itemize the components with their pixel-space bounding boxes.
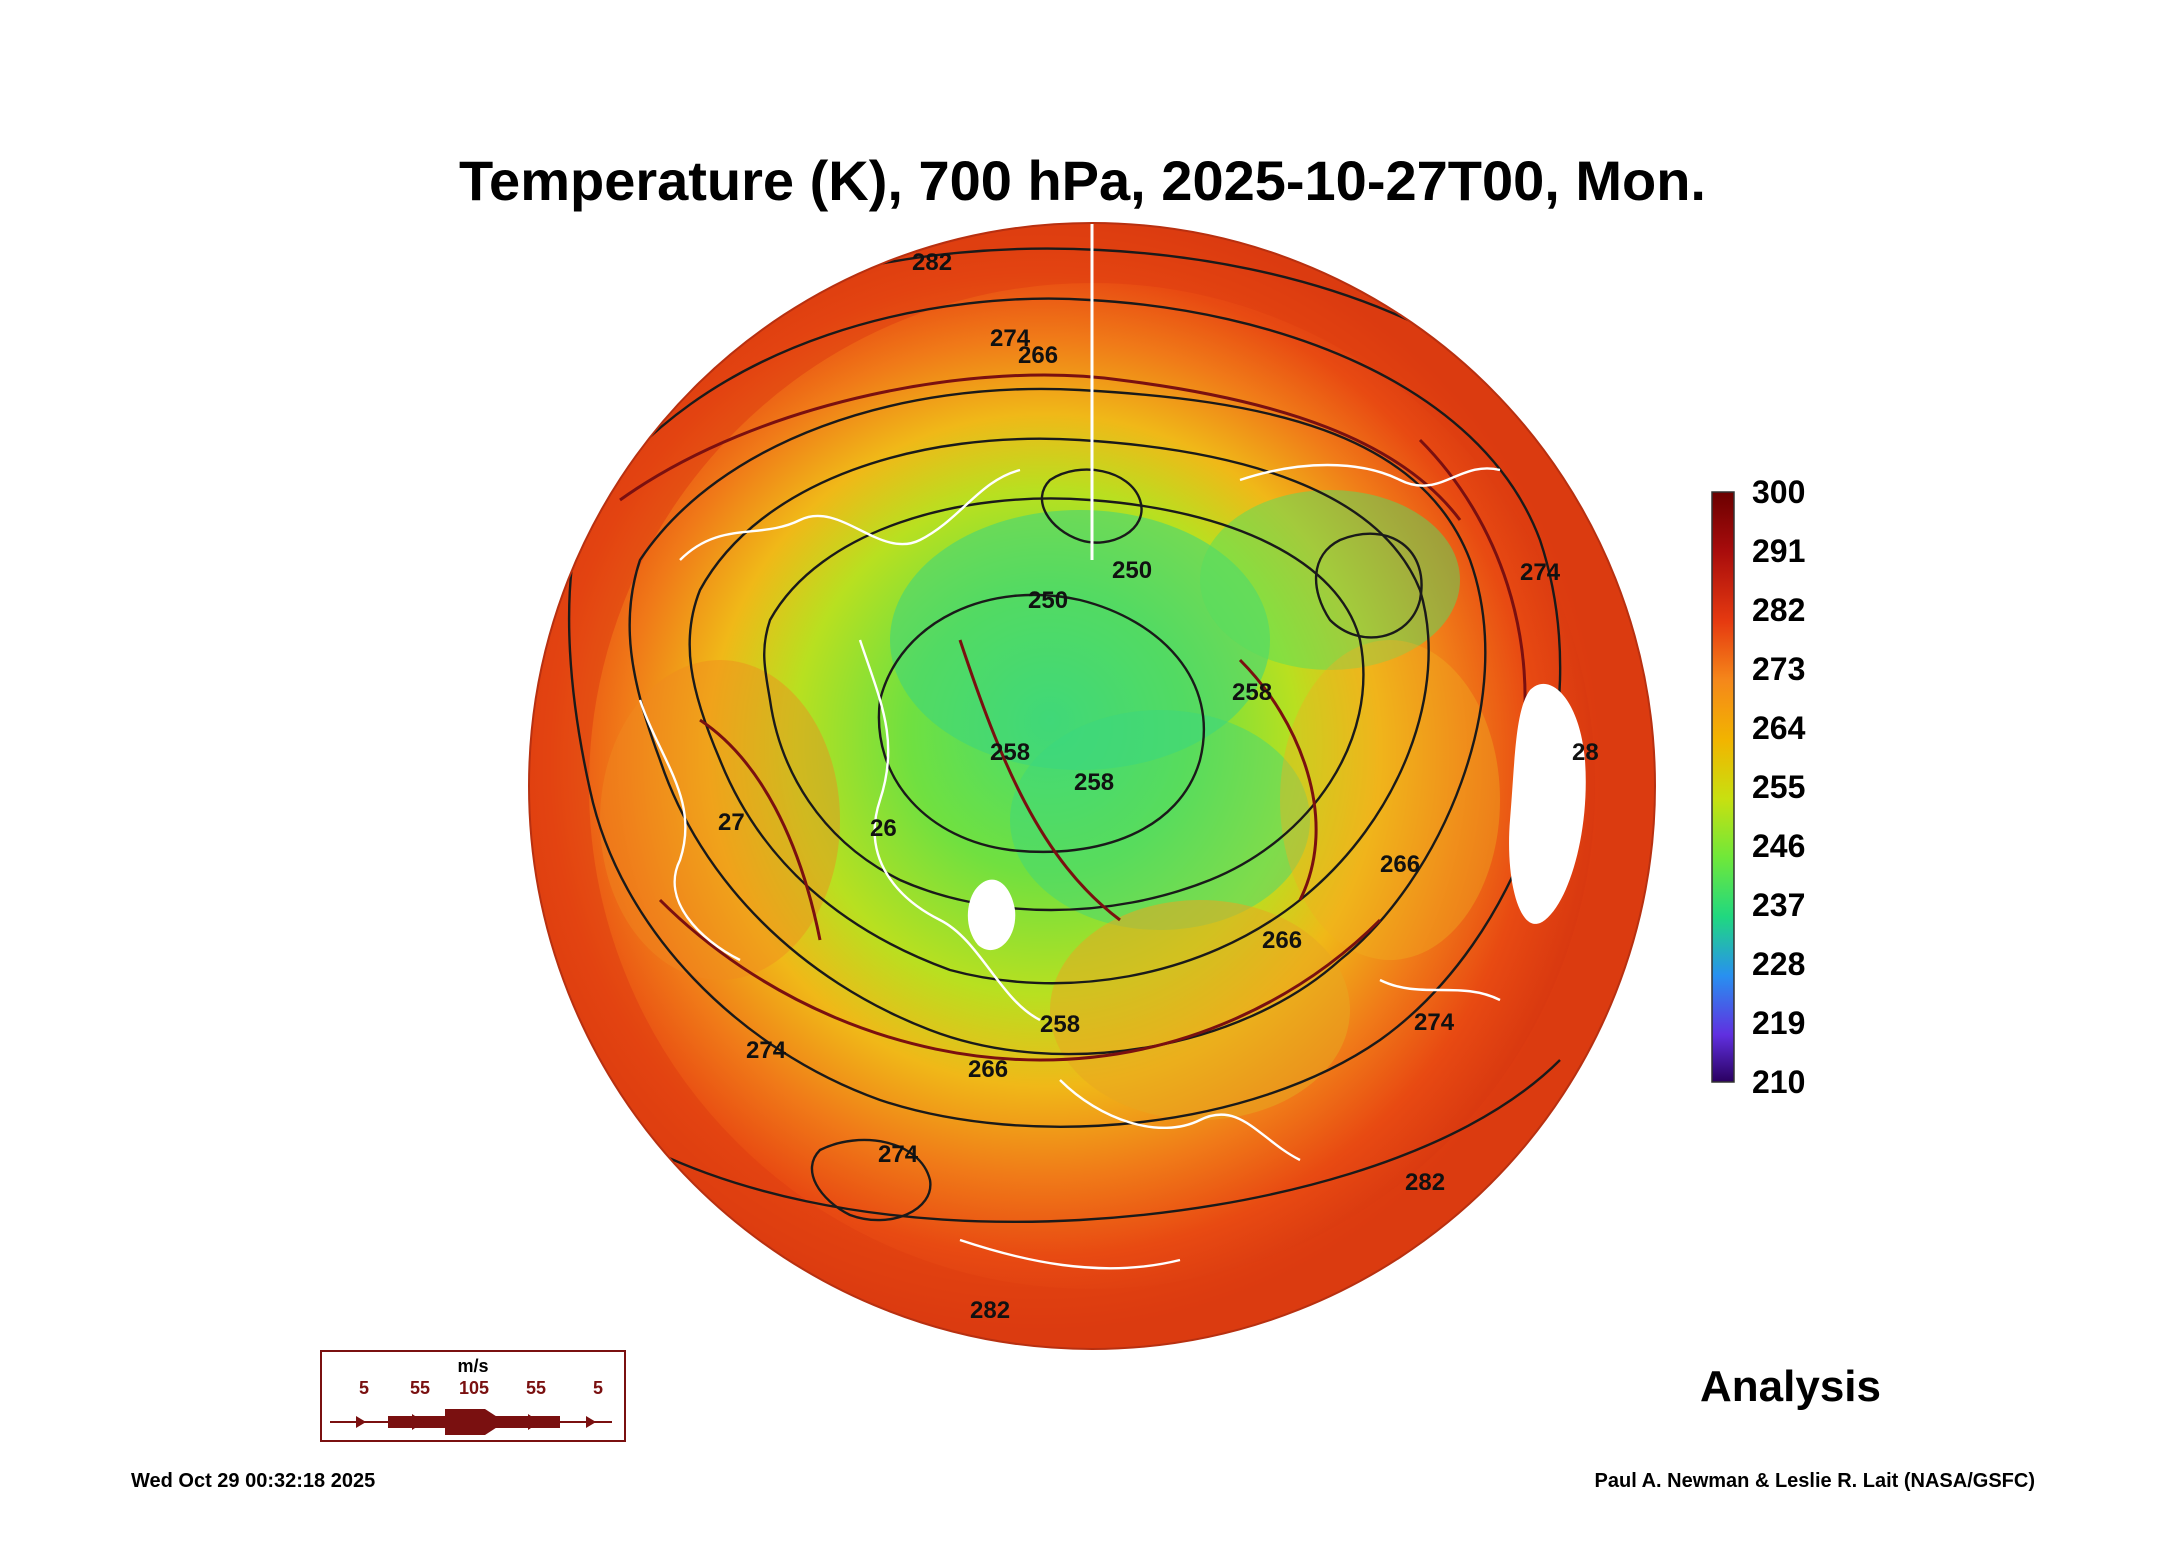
streamline <box>958 639 1121 922</box>
wind-legend-unit: m/s <box>457 1356 489 1376</box>
coastline <box>858 639 1041 1022</box>
streamline <box>658 898 1382 1062</box>
contour-label: 266 <box>1018 342 1058 369</box>
contour-label: 274 <box>1520 559 1561 586</box>
analysis-label: Analysis <box>1700 1362 1881 1411</box>
colorbar-tick: 237 <box>1752 887 1806 923</box>
wind-legend: m/s 5 55 105 55 5 <box>320 1350 626 1442</box>
colorbar-tick: 210 <box>1752 1064 1806 1100</box>
contour-label-group: 282 274 266 250 250 258 258 258 266 266 … <box>718 249 1599 1324</box>
colorbar-tick: 282 <box>1752 592 1806 628</box>
colorbar-tick: 255 <box>1752 769 1806 805</box>
streamline <box>699 718 822 941</box>
colorbar-tick: 228 <box>1752 946 1806 982</box>
contour-label: 274 <box>746 1037 787 1064</box>
contour-line <box>1314 532 1423 639</box>
contour-label: 274 <box>1414 1009 1455 1036</box>
colorbar-tick: 219 <box>1752 1005 1806 1041</box>
timestamp: Wed Oct 29 00:32:18 2025 <box>131 1470 376 1492</box>
colorbar-tick: 300 <box>1752 474 1806 510</box>
wind-arrow-5 <box>586 1416 596 1428</box>
coastline <box>1059 1079 1301 1162</box>
contour-line <box>567 297 1562 1128</box>
wind-legend-glyph <box>330 1409 612 1435</box>
contour-label: 274 <box>990 325 1031 352</box>
contour-label: 258 <box>990 739 1030 766</box>
contour-label: 258 <box>1074 769 1114 796</box>
contour-label: 282 <box>912 249 952 276</box>
colorbar-tick: 291 <box>1752 533 1806 569</box>
coastline <box>959 1238 1181 1270</box>
wind-arrow-105 <box>445 1409 505 1435</box>
colorbar-tick: 246 <box>1752 828 1806 864</box>
contour-label: 27 <box>718 809 745 836</box>
wind-legend-value: 5 <box>592 1378 604 1398</box>
contour-label: 282 <box>970 1297 1010 1324</box>
contour-line <box>688 437 1430 985</box>
contour-label: 26 <box>870 815 897 842</box>
contour-label: 282 <box>1405 1169 1445 1196</box>
cold-core-patch <box>1200 490 1460 670</box>
contour-label: 274 <box>878 1141 919 1168</box>
contour-line <box>569 1059 1561 1224</box>
contour-line <box>810 1138 932 1222</box>
contour-line <box>763 497 1365 912</box>
wind-arrow-55 <box>412 1414 424 1430</box>
wind-legend-value: 55 <box>525 1378 547 1398</box>
coastline <box>1239 463 1501 487</box>
contour-line <box>877 593 1206 854</box>
colorbar-gradient <box>1711 491 1735 1083</box>
cold-core-patch <box>890 510 1270 770</box>
wind-arrow-55 <box>528 1414 540 1430</box>
missing-data-patch <box>967 879 1016 951</box>
coastline <box>1379 978 1501 1002</box>
colorbar-tick: 273 <box>1752 651 1806 687</box>
globe-outline <box>528 222 1656 1350</box>
wind-legend-value: 105 <box>458 1378 490 1398</box>
isotherm-contours <box>559 247 1602 1224</box>
coastlines <box>638 463 1501 1270</box>
cold-core-patch <box>1010 710 1310 930</box>
contour-label: 266 <box>968 1056 1008 1083</box>
contour-label: 250 <box>1112 557 1152 584</box>
contour-line <box>1040 468 1143 544</box>
contour-label: 250 <box>1028 587 1068 614</box>
coastline <box>638 699 741 962</box>
contour-label: 266 <box>1380 851 1420 878</box>
contour-label: 258 <box>1232 679 1272 706</box>
colorbar-tick: 264 <box>1752 710 1806 746</box>
streamline <box>1238 658 1318 901</box>
contour-line <box>628 387 1487 1056</box>
wind-legend-value: 55 <box>409 1378 431 1398</box>
warm-patch <box>1280 640 1500 960</box>
streamline <box>619 373 1462 521</box>
credit: Paul A. Newman & Leslie R. Lait (NASA/GS… <box>1594 1470 2035 1492</box>
missing-data-patch <box>1509 683 1586 924</box>
coastline <box>679 468 1021 561</box>
contour-label: 258 <box>1040 1011 1080 1038</box>
contour-label: 266 <box>1262 927 1302 954</box>
wind-legend-value: 5 <box>358 1378 370 1398</box>
wind-arrow-5 <box>356 1416 366 1428</box>
contour-label: 28 <box>1572 739 1599 766</box>
warm-patch <box>1050 900 1350 1120</box>
map-title: Temperature (K), 700 hPa, 2025-10-27T00,… <box>459 149 1706 212</box>
